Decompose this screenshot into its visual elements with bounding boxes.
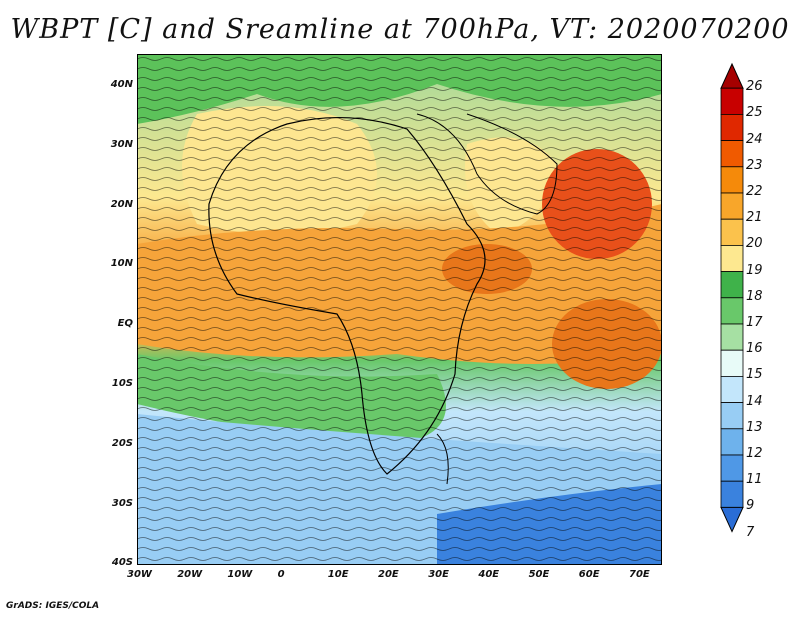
lon-tick-label: 30W — [127, 569, 152, 580]
colorbar-tick-label: 26 — [746, 79, 763, 95]
chart-title: WBPT [C] and Sreamline at 700hPa, VT: 20… — [10, 14, 790, 45]
lon-tick-label: 20E — [378, 569, 399, 580]
colorbar-tick-label: 18 — [746, 288, 763, 304]
map-svg — [137, 54, 662, 565]
colorbar-tick-label: 16 — [746, 341, 763, 357]
colorbar-tick-label: 20 — [746, 236, 763, 252]
colorbar-segment — [720, 297, 744, 325]
colorbar-segment — [720, 140, 744, 168]
lon-tick-label: 30E — [428, 569, 449, 580]
colorbar-segment — [720, 402, 744, 430]
colorbar-tick-label: 19 — [746, 262, 763, 278]
lat-tick-label: 10N — [110, 258, 133, 270]
colorbar-tick-label: 15 — [746, 367, 763, 383]
colorbar-segment — [720, 114, 744, 142]
streamlines — [137, 54, 662, 565]
lon-tick-label: 60E — [578, 569, 600, 580]
madagascar-coastline — [436, 433, 449, 485]
africa-coastline — [208, 116, 486, 475]
arabia-coastline — [416, 113, 558, 215]
colorbar-tick-label: 13 — [746, 419, 763, 435]
lon-tick-label: 70E — [629, 569, 650, 580]
colorbar-tick-label: 17 — [746, 315, 763, 330]
colorbar-segment — [720, 244, 744, 272]
lon-tick-label: 50E — [528, 569, 550, 580]
footer-credit: GrADS: IGES/COLA — [6, 601, 100, 611]
colorbar-tick-label: 12 — [746, 446, 763, 461]
colorbar-segment — [720, 323, 744, 351]
lat-tick-label: 40N — [110, 79, 133, 90]
colorbar-segment — [720, 87, 744, 115]
lat-tick-label: 10S — [111, 378, 133, 389]
lon-tick-label: 10W — [227, 569, 253, 580]
colorbar-bottom-arrow — [720, 506, 744, 533]
lat-tick-label: 20N — [110, 198, 133, 210]
colorbar-tick-label: 21 — [746, 210, 763, 226]
colorbar-tick-label: 11 — [746, 472, 763, 488]
lat-tick-label: 20S — [111, 437, 133, 449]
colorbar-tick-label: 22 — [746, 184, 763, 199]
lat-tick-label: EQ — [117, 318, 133, 330]
lon-tick-label: 10E — [327, 569, 349, 580]
colorbar-tick-label: 7 — [746, 524, 755, 540]
lat-tick-label: 40S — [111, 557, 133, 569]
colorbar-top-arrow — [720, 62, 744, 89]
lon-tick-label: 20W — [177, 569, 203, 580]
colorbar — [720, 62, 744, 533]
lat-tick-label: 30S — [111, 497, 133, 509]
colorbar-segment — [720, 192, 744, 220]
colorbar-segment — [720, 271, 744, 299]
colorbar-tick-label: 24 — [746, 131, 763, 147]
colorbar-segment — [720, 428, 744, 456]
colorbar-tick-label: 9 — [746, 498, 755, 514]
lon-tick-label: 40E — [478, 569, 500, 580]
colorbar-segment — [720, 218, 744, 246]
colorbar-tick-label: 23 — [746, 157, 763, 173]
colorbar-segment — [720, 166, 744, 194]
colorbar-segment — [720, 454, 744, 482]
colorbar-segment — [720, 480, 744, 508]
colorbar-tick-label: 25 — [746, 105, 763, 121]
map-panel — [137, 54, 662, 565]
colorbar-segment — [720, 375, 744, 403]
colorbar-tick-label: 14 — [746, 393, 763, 409]
lon-tick-label: 0 — [277, 569, 285, 580]
colorbar-segment — [720, 349, 744, 377]
map-frame — [137, 54, 662, 565]
lat-tick-label: 30N — [110, 138, 133, 150]
